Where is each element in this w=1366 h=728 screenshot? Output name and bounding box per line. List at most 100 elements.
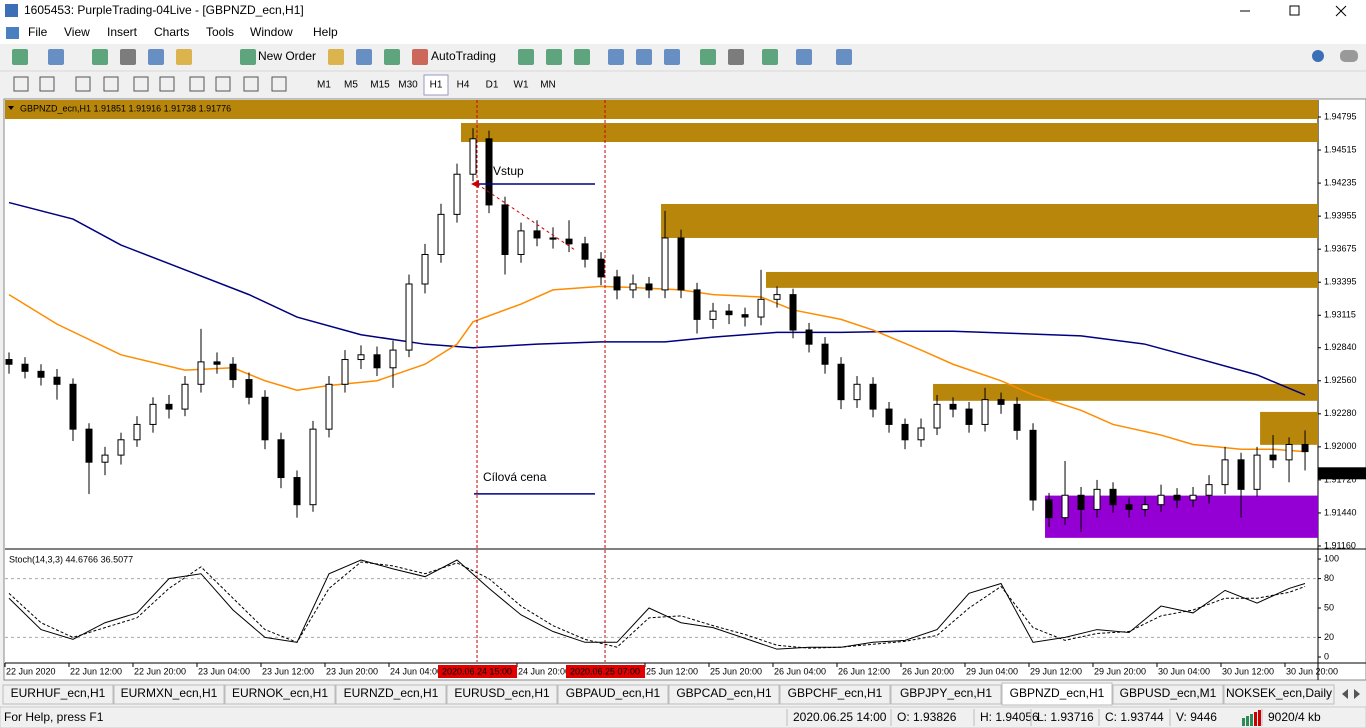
toolbar-button[interactable]: [574, 49, 590, 65]
new-order-button[interactable]: New Order: [258, 49, 316, 63]
drawing-tool[interactable]: [39, 76, 55, 92]
toolbar-button[interactable]: [608, 49, 624, 65]
toolbar-button[interactable]: [546, 49, 562, 65]
tab[interactable]: [335, 684, 447, 705]
connection-bar: [1250, 714, 1253, 726]
tab-label[interactable]: EURNZD_ecn,H1: [344, 686, 439, 700]
tab[interactable]: [446, 684, 558, 705]
tab-label[interactable]: NOKSEK_ecn,Daily: [1226, 686, 1332, 700]
tab-label[interactable]: GBPAUD_ecn,H1: [566, 686, 661, 700]
drawing-tool[interactable]: [189, 76, 205, 92]
drawing-tool[interactable]: [243, 76, 259, 92]
menu-item[interactable]: Tools: [206, 25, 234, 39]
toolbar-button[interactable]: [836, 49, 852, 65]
candle-body: [1205, 484, 1213, 496]
auto-trading-button[interactable]: AutoTrading: [431, 49, 496, 63]
drawing-tool[interactable]: [133, 76, 149, 92]
x-tick-label: 29 Jun 20:00: [1094, 666, 1146, 676]
tab[interactable]: [113, 684, 225, 705]
timeframe-button[interactable]: M1: [317, 80, 331, 91]
tab[interactable]: [2, 684, 114, 705]
tab-label[interactable]: EURMXN_ecn,H1: [121, 686, 218, 700]
drawing-tool[interactable]: [13, 76, 29, 92]
tab[interactable]: [668, 684, 780, 705]
tab-label[interactable]: GBPCAD_ecn,H1: [676, 686, 772, 700]
marker-label-box: [566, 665, 646, 678]
toolbar-button[interactable]: [796, 49, 812, 65]
candle-body: [1237, 459, 1245, 490]
tab-scroll[interactable]: [1342, 689, 1360, 699]
drawing-tool[interactable]: [75, 76, 91, 92]
toolbar-button[interactable]: [728, 49, 744, 65]
tab[interactable]: [1112, 684, 1224, 705]
menu-item[interactable]: View: [64, 25, 90, 39]
timeframe-button[interactable]: MN: [540, 80, 556, 91]
menu-item[interactable]: Insert: [107, 25, 138, 39]
timeframe-button[interactable]: M5: [344, 80, 358, 91]
timeframe-button[interactable]: D1: [486, 80, 499, 91]
toolbar-button[interactable]: [92, 49, 108, 65]
toolbar-button[interactable]: [412, 49, 428, 65]
tab[interactable]: [1001, 682, 1113, 706]
timeframe-button[interactable]: H4: [457, 80, 470, 91]
tab-label[interactable]: GBPCHF_ecn,H1: [788, 686, 883, 700]
candle-body: [533, 230, 541, 239]
menu-item[interactable]: Window: [250, 25, 293, 39]
tab[interactable]: [224, 684, 336, 705]
candle-body: [709, 310, 717, 320]
timeframe-button[interactable]: M15: [370, 80, 390, 91]
current-price-label: 1.91776: [1322, 468, 1355, 478]
drawing-tool[interactable]: [103, 76, 119, 92]
status-field: C: 1.93744: [1105, 710, 1164, 724]
tab[interactable]: [557, 684, 669, 705]
toolbar-button[interactable]: [240, 49, 256, 65]
toolbar-button[interactable]: [518, 49, 534, 65]
candle-body: [1141, 504, 1149, 510]
drawing-tool[interactable]: [271, 76, 287, 92]
candle-body: [517, 230, 525, 255]
toolbar-button[interactable]: [328, 49, 344, 65]
maximize-button[interactable]: [1289, 5, 1300, 16]
drawing-tool[interactable]: [159, 76, 175, 92]
tab-label[interactable]: EURHUF_ecn,H1: [11, 686, 106, 700]
timeframe-button[interactable]: M30: [398, 80, 418, 91]
toolbar-button[interactable]: [120, 49, 136, 65]
close-button[interactable]: [1335, 5, 1347, 17]
y-tick-label: 1.92840: [1324, 342, 1357, 352]
drawing-tool[interactable]: [215, 76, 231, 92]
toolbar-button[interactable]: [384, 49, 400, 65]
tab-label[interactable]: GBPNZD_ecn,H1: [1010, 686, 1105, 700]
toolbar-button[interactable]: [636, 49, 652, 65]
candle-body: [421, 253, 429, 285]
toolbar-button[interactable]: [762, 49, 778, 65]
x-tick-label: 25 Jun 20:00: [710, 666, 762, 676]
tab-label[interactable]: EURUSD_ecn,H1: [454, 686, 550, 700]
toolbar-button[interactable]: [664, 49, 680, 65]
candle-body: [1013, 403, 1021, 431]
toolbar-button[interactable]: [48, 49, 64, 65]
tab[interactable]: [1223, 684, 1335, 705]
tab-label[interactable]: EURNOK_ecn,H1: [232, 686, 328, 700]
toolbar-button[interactable]: [176, 49, 192, 65]
toolbar-button[interactable]: [148, 49, 164, 65]
chat-button[interactable]: [1340, 50, 1358, 62]
tab[interactable]: [890, 684, 1002, 705]
candle-body: [469, 138, 477, 175]
candle-body: [645, 283, 653, 291]
menu-item[interactable]: Charts: [154, 25, 189, 39]
chart-header: GBPNZD_ecn,H1 1.91851 1.91916 1.91738 1.…: [20, 103, 231, 113]
x-tick-label: 29 Jun 12:00: [1030, 666, 1082, 676]
timeframe-button[interactable]: H1: [430, 80, 443, 91]
tab-label[interactable]: GBPJPY_ecn,H1: [900, 686, 992, 700]
toolbar-button[interactable]: [12, 49, 28, 65]
toolbar-button[interactable]: [700, 49, 716, 65]
menu-item[interactable]: File: [28, 25, 48, 39]
tab-label[interactable]: GBPUSD_ecn,M1: [1120, 686, 1217, 700]
menu-item[interactable]: Help: [313, 25, 338, 39]
timeframe-button[interactable]: W1: [514, 80, 529, 91]
candle-body: [581, 243, 589, 260]
search-button[interactable]: [1312, 50, 1324, 62]
toolbar-button[interactable]: [356, 49, 372, 65]
tab[interactable]: [779, 684, 891, 705]
x-tick-label: 22 Jun 20:00: [134, 666, 186, 676]
